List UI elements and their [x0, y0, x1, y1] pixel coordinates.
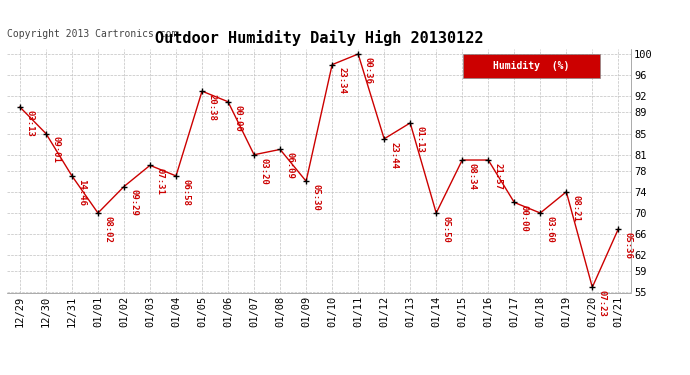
Point [535, 210, 546, 216]
Text: 00:00: 00:00 [520, 205, 529, 232]
Point [379, 136, 390, 142]
Text: 09:29: 09:29 [130, 189, 139, 216]
Point [509, 200, 520, 206]
Point [92, 210, 104, 216]
Text: 06:09: 06:09 [286, 152, 295, 179]
Text: Humidity  (%): Humidity (%) [493, 61, 570, 71]
Text: 08:02: 08:02 [104, 216, 112, 243]
Text: 05:50: 05:50 [442, 216, 451, 243]
Title: Outdoor Humidity Daily High 20130122: Outdoor Humidity Daily High 20130122 [155, 30, 484, 46]
Point [197, 88, 208, 94]
Point [66, 173, 77, 179]
Point [275, 146, 286, 152]
Text: 00:00: 00:00 [234, 105, 243, 131]
Point [170, 173, 181, 179]
Text: 07:31: 07:31 [155, 168, 164, 195]
Point [248, 152, 259, 158]
Text: 00:36: 00:36 [364, 57, 373, 84]
Text: 08:21: 08:21 [572, 195, 581, 222]
Text: 14:46: 14:46 [77, 179, 86, 206]
Point [404, 120, 415, 126]
Point [301, 178, 312, 184]
Point [457, 157, 468, 163]
Text: 03:60: 03:60 [546, 216, 555, 243]
Text: 09:01: 09:01 [52, 136, 61, 163]
Text: 06:58: 06:58 [181, 179, 190, 206]
Text: Copyright 2013 Cartronics.com: Copyright 2013 Cartronics.com [7, 29, 177, 39]
Text: 05:30: 05:30 [312, 184, 321, 211]
Point [119, 183, 130, 189]
Text: 03:13: 03:13 [26, 110, 34, 137]
Point [483, 157, 494, 163]
Point [561, 189, 572, 195]
Point [41, 130, 52, 136]
Text: 07:23: 07:23 [598, 290, 607, 317]
Text: 08:34: 08:34 [468, 163, 477, 190]
Point [613, 226, 624, 232]
Point [326, 62, 337, 68]
Text: 03:20: 03:20 [259, 158, 268, 184]
Text: 21:57: 21:57 [494, 163, 503, 190]
Point [144, 162, 155, 168]
Point [223, 99, 234, 105]
Text: 23:34: 23:34 [337, 68, 346, 94]
Text: 20:38: 20:38 [208, 94, 217, 121]
Text: 23:44: 23:44 [390, 142, 399, 168]
Point [431, 210, 442, 216]
Text: 01:13: 01:13 [416, 126, 425, 153]
Point [586, 284, 598, 290]
Point [353, 51, 364, 57]
Text: 05:36: 05:36 [624, 232, 633, 259]
FancyBboxPatch shape [463, 54, 600, 78]
Point [14, 104, 26, 110]
